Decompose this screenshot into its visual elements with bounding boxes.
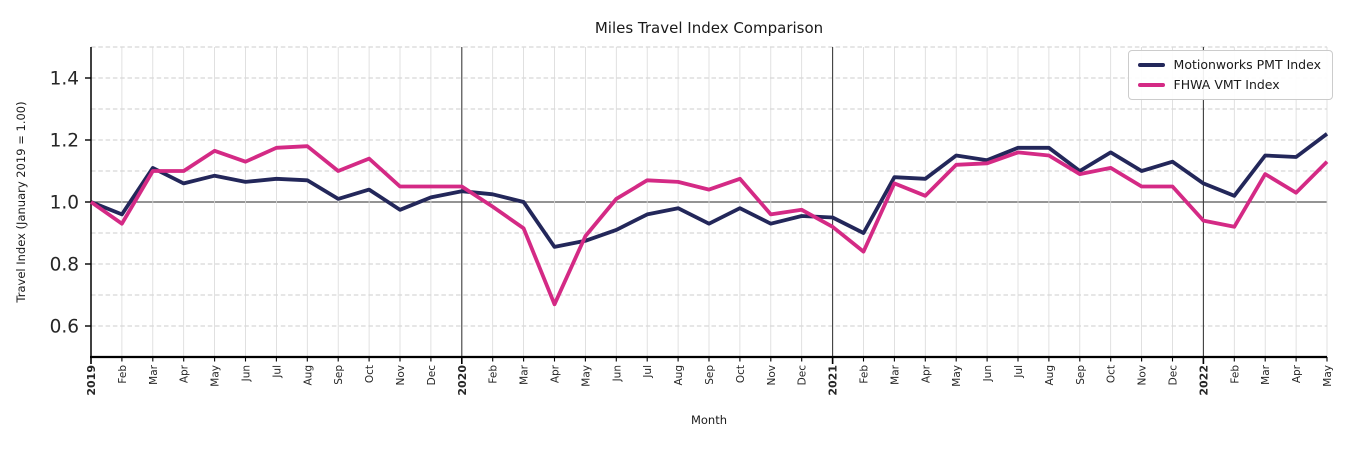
svg-text:May: May [210, 365, 222, 387]
chart-title: Miles Travel Index Comparison [595, 19, 823, 37]
svg-text:Feb: Feb [488, 365, 500, 384]
svg-text:Jul: Jul [642, 365, 654, 379]
svg-text:Mar: Mar [889, 364, 901, 384]
svg-text:2020: 2020 [456, 365, 469, 396]
legend-label-vmt: FHWA VMT Index [1173, 76, 1280, 92]
svg-text:Mar: Mar [1260, 364, 1272, 384]
legend-item-pmt: Motionworks PMT Index [1137, 57, 1321, 72]
svg-text:Nov: Nov [766, 365, 778, 386]
svg-text:0.8: 0.8 [50, 255, 79, 276]
gridlines [91, 46, 1328, 364]
pmt-index-line [90, 132, 1329, 249]
tick-labels: 0.6 0.8 1.0 1.2 1.4 2019 Feb Mar Apr May Jun Jul Aug… [50, 69, 1334, 396]
svg-text:Oct: Oct [364, 365, 376, 383]
svg-text:1.2: 1.2 [50, 131, 79, 152]
series-lines [89, 132, 1329, 307]
svg-text:1.4: 1.4 [50, 69, 79, 90]
svg-text:2022: 2022 [1197, 365, 1210, 396]
svg-text:Jun: Jun [982, 365, 994, 382]
svg-text:0.6: 0.6 [50, 317, 79, 338]
svg-text:May: May [1322, 365, 1334, 387]
svg-text:Nov: Nov [395, 365, 407, 386]
svg-text:1.0: 1.0 [50, 193, 79, 214]
legend-label-pmt: Motionworks PMT Index [1173, 57, 1321, 72]
x-axis-label: Month [691, 413, 727, 427]
svg-text:2019: 2019 [85, 365, 98, 396]
svg-text:Dec: Dec [1168, 365, 1180, 386]
svg-text:Nov: Nov [1137, 365, 1149, 386]
svg-text:Mar: Mar [148, 364, 160, 384]
svg-text:Jun: Jun [241, 365, 253, 382]
svg-text:Apr: Apr [179, 364, 191, 383]
svg-text:Jul: Jul [271, 365, 283, 379]
svg-text:Sep: Sep [704, 365, 716, 385]
vmt-index-line [89, 144, 1329, 307]
pmt-line-swatch [1137, 62, 1165, 67]
svg-text:Feb: Feb [859, 365, 871, 384]
svg-text:Aug: Aug [302, 365, 314, 386]
svg-text:Jul: Jul [1013, 365, 1025, 379]
svg-text:Feb: Feb [1229, 365, 1241, 384]
svg-text:Mar: Mar [519, 364, 531, 384]
svg-text:Aug: Aug [1044, 365, 1056, 386]
svg-text:Apr: Apr [550, 364, 562, 383]
svg-text:Oct: Oct [1106, 365, 1118, 383]
svg-text:Jun: Jun [611, 365, 623, 382]
svg-text:Dec: Dec [426, 365, 438, 386]
svg-text:May: May [580, 365, 592, 387]
legend-item-vmt: FHWA VMT Index [1137, 76, 1321, 92]
svg-text:Oct: Oct [735, 365, 747, 383]
svg-text:Sep: Sep [333, 365, 345, 385]
vmt-line-swatch [1137, 82, 1165, 87]
svg-text:May: May [951, 365, 963, 387]
svg-text:Apr: Apr [1291, 364, 1303, 383]
svg-text:2021: 2021 [827, 365, 840, 396]
svg-text:Sep: Sep [1075, 365, 1087, 385]
svg-text:Apr: Apr [920, 364, 932, 383]
svg-text:Dec: Dec [797, 365, 809, 386]
y-axis-label: Travel Index (January 2019 = 1.00) [14, 101, 28, 303]
chart-legend: Motionworks PMT Index FHWA VMT Index [1127, 50, 1333, 100]
svg-text:Aug: Aug [673, 365, 685, 386]
svg-text:Feb: Feb [117, 365, 129, 384]
